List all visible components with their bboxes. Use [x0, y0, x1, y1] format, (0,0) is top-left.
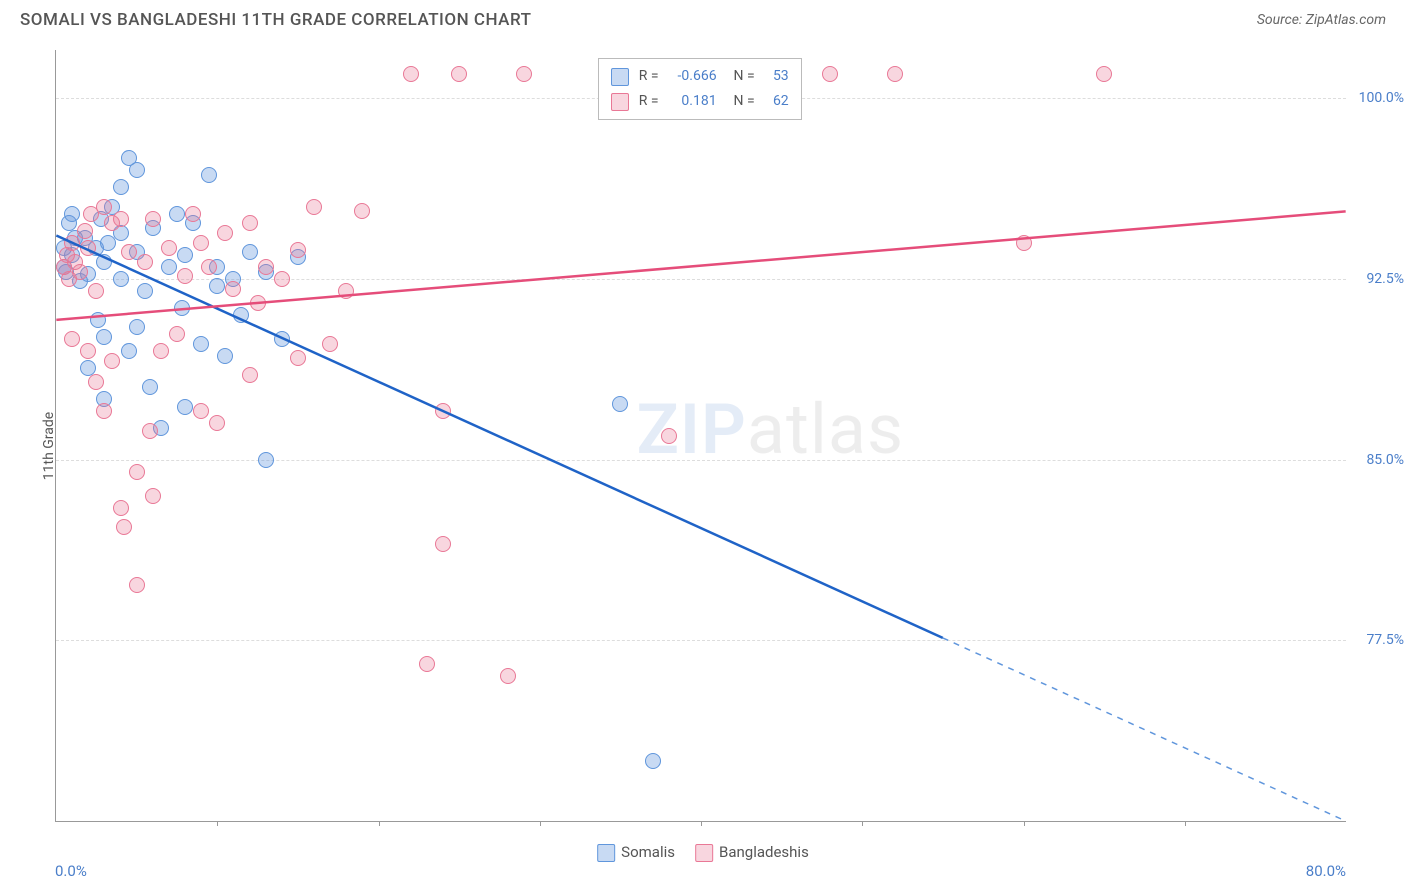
- stats-legend-box: R = -0.666 N = 53 R = 0.181 N = 62: [598, 58, 802, 120]
- y-tick-label: 100.0%: [1349, 90, 1404, 106]
- x-tick: [701, 821, 702, 826]
- stats-r-value: -0.666: [669, 64, 717, 89]
- stats-r-label: R =: [639, 64, 659, 89]
- y-tick-label: 85.0%: [1349, 452, 1404, 468]
- x-max-label: 80.0%: [1306, 862, 1346, 880]
- legend-swatch: [695, 844, 713, 862]
- legend-swatch: [597, 844, 615, 862]
- x-tick: [217, 821, 218, 826]
- legend-item: Somalis: [597, 843, 675, 862]
- trend-lines: [56, 50, 1346, 821]
- stats-row: R = 0.181 N = 62: [611, 89, 789, 114]
- chart-source: Source: ZipAtlas.com: [1257, 12, 1386, 28]
- trendline: [56, 236, 942, 638]
- legend-label: Somalis: [621, 843, 675, 861]
- legend-swatch: [611, 68, 629, 86]
- y-tick-label: 92.5%: [1349, 271, 1404, 287]
- trendline: [56, 211, 1345, 319]
- stats-n-value: 53: [765, 64, 789, 89]
- x-tick: [862, 821, 863, 826]
- stats-r-value: 0.181: [669, 89, 717, 114]
- x-tick: [540, 821, 541, 826]
- stats-row: R = -0.666 N = 53: [611, 64, 789, 89]
- stats-r-label: R =: [639, 89, 659, 114]
- stats-n-label: N =: [727, 89, 755, 114]
- x-tick: [379, 821, 380, 826]
- chart-title: SOMALI VS BANGLADESHI 11TH GRADE CORRELA…: [20, 10, 531, 30]
- legend-item: Bangladeshis: [695, 843, 809, 862]
- x-min-label: 0.0%: [55, 862, 87, 880]
- x-tick: [1024, 821, 1025, 826]
- x-tick: [1185, 821, 1186, 826]
- stats-n-label: N =: [727, 64, 755, 89]
- plot-area: ZIPatlas R =-0.666 N =53R =0.181 N =62 7…: [55, 50, 1346, 822]
- legend-swatch: [611, 93, 629, 111]
- trendline-extrapolated: [943, 638, 1346, 821]
- legend-label: Bangladeshis: [719, 843, 809, 861]
- bottom-legend: Somalis Bangladeshis: [597, 843, 809, 862]
- stats-n-value: 62: [765, 89, 789, 114]
- y-tick-label: 77.5%: [1349, 632, 1404, 648]
